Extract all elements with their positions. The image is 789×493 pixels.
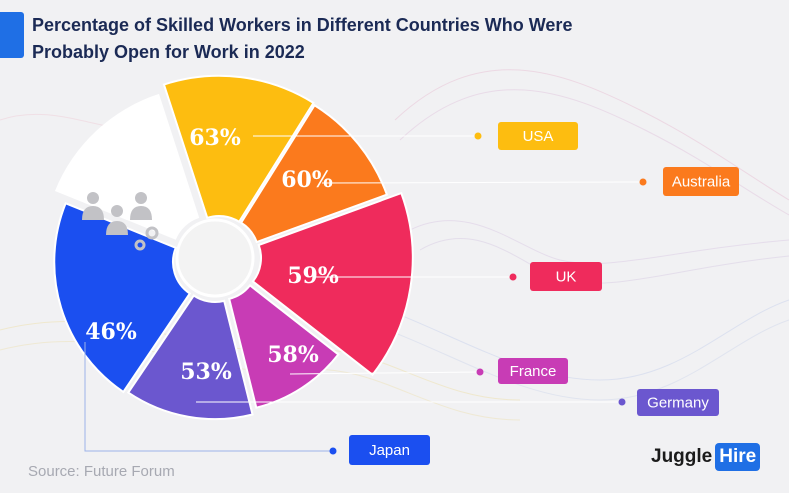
title-line-2: Probably Open for Work in 2022 (32, 42, 305, 62)
leader-dot-uk (509, 273, 517, 281)
category-tag-label-germany: Germany (647, 394, 709, 411)
leader-dot-usa (474, 132, 482, 140)
brand-logo-part2: Hire (715, 443, 761, 471)
pie-slices (53, 74, 414, 421)
category-tag-uk (530, 262, 602, 291)
category-tag-label-usa: USA (523, 128, 554, 145)
leader-dot-germany (618, 398, 626, 406)
pct-label-germany: 53% (180, 359, 232, 385)
category-tag-label-australia: Australia (672, 173, 731, 190)
category-tag-japan (349, 435, 430, 465)
pct-labels: 63% 60% 59% 58% 53% 46% (85, 125, 339, 385)
leader-line-france (289, 371, 481, 375)
pie-slice-france (227, 283, 340, 409)
category-tag-label-uk: UK (556, 268, 577, 285)
title-accent-bar (0, 12, 24, 58)
leader-lines (84, 132, 647, 455)
pie-slice-uk (251, 191, 414, 377)
pie-slice-australia (239, 103, 389, 244)
category-tag-label-france: France (510, 363, 557, 380)
leader-dot-france (476, 368, 484, 376)
source-note: Source: Future Forum (28, 463, 175, 480)
pct-label-uk: 59% (287, 263, 339, 289)
pct-label-usa: 63% (189, 125, 241, 151)
pct-label-france: 58% (267, 342, 319, 368)
leader-line-japan (84, 342, 333, 452)
category-tag-australia (663, 167, 739, 196)
pct-label-australia: 60% (281, 167, 333, 193)
brand-logo-part1: Juggle (651, 446, 713, 467)
leader-dot-australia (639, 178, 647, 186)
category-tag-france (498, 358, 568, 384)
pct-label-japan: 46% (85, 319, 137, 345)
category-tag-usa (498, 122, 578, 150)
category-tags: USA Australia UK France Germany Japan (349, 122, 739, 465)
pie-slice-japan (53, 201, 192, 394)
leader-line-australia (321, 181, 644, 184)
pie-slice-germany (126, 294, 254, 421)
category-tag-label-japan: Japan (369, 442, 410, 459)
leader-dot-japan (329, 447, 337, 455)
people-group-icon (82, 192, 159, 251)
pie-slice-usa (162, 74, 315, 224)
brand-logo: Juggle Hire (651, 443, 761, 471)
category-tag-germany (637, 389, 719, 416)
title-line-1: Percentage of Skilled Workers in Differe… (32, 15, 573, 35)
page-title: Percentage of Skilled Workers in Differe… (32, 12, 652, 66)
pie-center-hole (175, 218, 255, 298)
